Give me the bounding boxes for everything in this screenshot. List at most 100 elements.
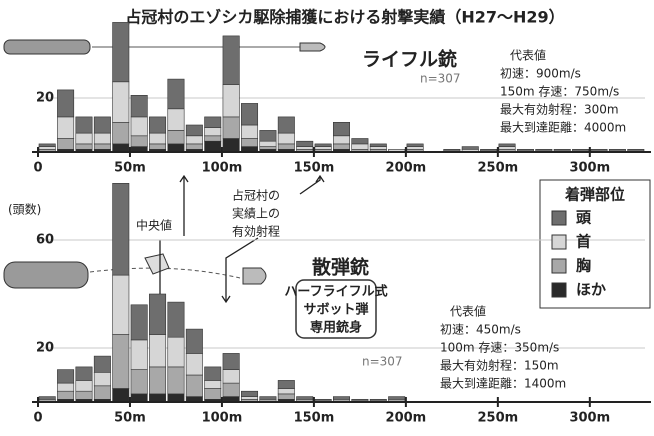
spec-text: 最大到達距離：1400m: [440, 377, 566, 391]
bar-segment: [112, 81, 130, 123]
bar-segment: [259, 396, 277, 400]
bar-segment: [167, 336, 185, 368]
bar-segment: [75, 116, 93, 134]
bar-segment: [461, 146, 479, 150]
bar-segment: [333, 122, 350, 137]
x-tick-label: 50m: [114, 411, 146, 426]
bar-segment: [333, 143, 350, 150]
bar-segment: [277, 116, 295, 134]
legend-swatch: [551, 282, 567, 298]
bar-segment: [57, 390, 75, 400]
bar-segment: [149, 143, 167, 150]
bar-segment: [57, 382, 75, 392]
bar-segment: [167, 393, 185, 403]
bar-segment: [112, 183, 130, 276]
spec-text: 最大到達距離：4000m: [500, 121, 626, 135]
bar-segment: [57, 89, 75, 118]
spec-text: 代表値: [510, 48, 546, 63]
bar-segment: [277, 380, 295, 389]
bar-segment: [369, 146, 387, 150]
bar-segment: [112, 22, 130, 83]
bar-segment: [277, 388, 295, 395]
bar-segment: [204, 116, 222, 129]
bar-segment: [130, 95, 148, 118]
bar-segment: [112, 274, 130, 335]
bar-segment: [93, 116, 111, 134]
bar-segment: [38, 146, 56, 150]
series-label: 散弾銃: [312, 256, 369, 279]
bar-segment: [130, 339, 148, 370]
x-tick-label: 100m: [202, 161, 243, 176]
bar-segment: [241, 103, 259, 126]
bar-segment: [259, 146, 277, 150]
bar-segment: [149, 293, 167, 335]
bar-segment: [75, 390, 93, 400]
bar-segment: [167, 78, 185, 110]
arrow: [299, 174, 325, 195]
bar-segment: [222, 353, 240, 370]
bar-segment: [75, 143, 93, 150]
bar-segment: [185, 353, 203, 376]
range-label: 占冠村の: [232, 188, 280, 203]
bar-segment: [57, 116, 75, 139]
sabot-icon: [144, 253, 170, 275]
x-tick-label: 300m: [569, 411, 610, 426]
bar-segment: [185, 328, 203, 354]
bar-segment: [222, 382, 240, 397]
ammo-label: ハーフライフル式: [284, 284, 387, 300]
spec-text: 初速：900m/s: [500, 67, 581, 81]
x-tick-label: 150m: [294, 161, 335, 176]
bar-segment: [185, 143, 203, 150]
chart-title: 占冠村のエゾシカ駆除捕獲における射撃実績（H27〜H29）: [125, 8, 564, 27]
bar-segment: [296, 146, 314, 150]
arrow: [221, 237, 259, 304]
spec-text: 最大有効射程：300m: [500, 102, 619, 117]
bullet-icon: [299, 42, 326, 52]
rifle-icon: [3, 39, 91, 55]
slug-icon: [242, 267, 267, 285]
bar-segment: [93, 132, 111, 145]
bar-segment: [149, 132, 167, 145]
bar-segment: [167, 143, 185, 153]
bar-segment: [222, 35, 240, 85]
bar-segment: [241, 124, 259, 139]
bar-segment: [130, 116, 148, 137]
bar-segment: [167, 301, 185, 338]
bar-segment: [185, 124, 203, 137]
bar-segment: [75, 380, 93, 392]
range-label: 有効射程: [232, 224, 280, 239]
bar-segment: [204, 388, 222, 400]
bar-segment: [167, 366, 185, 395]
bar-segment: [75, 366, 93, 381]
bar-segment: [333, 396, 350, 400]
x-tick-label: 0: [33, 411, 42, 426]
y-axis-label: (頭数): [8, 202, 41, 217]
x-tick-label: 100m: [202, 411, 243, 426]
bar-segment: [259, 130, 277, 142]
bar-segment: [149, 116, 167, 134]
bar-segment: [112, 122, 130, 145]
bar-segment: [112, 388, 130, 403]
bar-segment: [277, 393, 295, 400]
bar-segment: [93, 355, 111, 373]
n-label: n=307: [420, 72, 461, 86]
bar-segment: [130, 135, 148, 147]
spec-text: 最大有効射程：150m: [440, 358, 559, 373]
bar-segment: [241, 396, 259, 400]
bar-segment: [57, 138, 75, 150]
bar-segment: [351, 143, 369, 150]
bar-segment: [406, 146, 424, 150]
bar-segment: [351, 138, 369, 145]
legend-swatch: [551, 234, 567, 250]
legend-swatch: [551, 258, 567, 274]
bar-segment: [369, 143, 387, 147]
bar-segment: [57, 369, 75, 384]
ammo-label: サボット弾: [303, 302, 368, 318]
ammo-box: [295, 279, 377, 339]
spec-text: 代表値: [450, 304, 486, 319]
median-label: 中央値: [136, 218, 172, 233]
x-tick-label: 150m: [294, 411, 335, 426]
bar-segment: [388, 396, 406, 400]
shotgun-icon: [3, 261, 89, 289]
